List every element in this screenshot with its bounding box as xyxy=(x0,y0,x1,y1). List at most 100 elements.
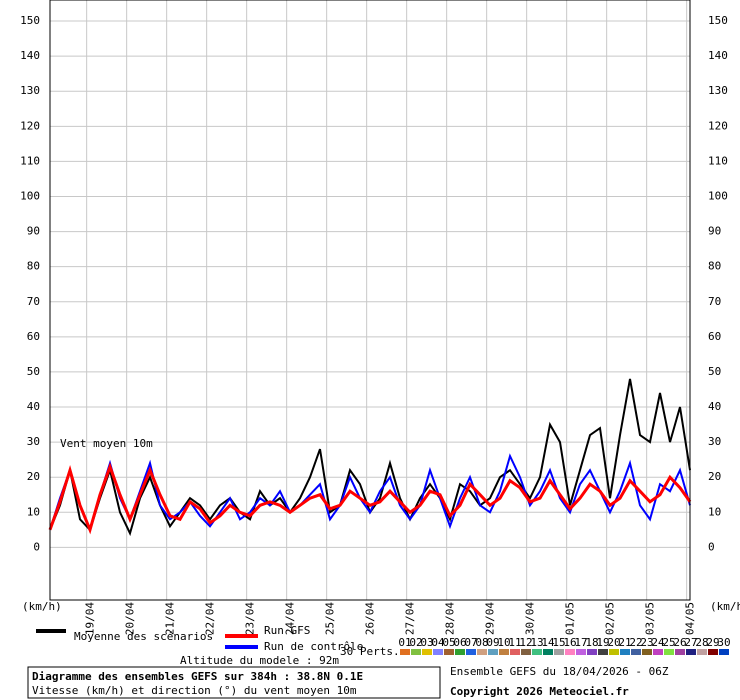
y-tick-label-right: 110 xyxy=(708,154,728,167)
perturbation-swatch xyxy=(664,649,674,655)
y-tick-label-right: 120 xyxy=(708,119,728,132)
perturbation-swatch xyxy=(576,649,586,655)
perturbation-swatch xyxy=(620,649,630,655)
x-tick-label: 24/04 xyxy=(284,602,297,635)
y-tick-label-left: 130 xyxy=(20,84,40,97)
perturbation-name: 07 xyxy=(464,636,477,649)
y-tick-label-right: 20 xyxy=(708,470,721,483)
series-line xyxy=(48,462,692,535)
perturbation-name: 16 xyxy=(563,636,576,649)
perturbation-swatch xyxy=(708,649,718,655)
perturbation-swatch xyxy=(499,649,509,655)
x-tick-label: 30/04 xyxy=(524,602,537,635)
perturbation-name: 12 xyxy=(519,636,532,649)
y-tick-label-left: 30 xyxy=(27,435,40,448)
perturbation-swatch xyxy=(400,649,410,655)
perturbation-swatch xyxy=(609,649,619,655)
y-tick-label-left: 60 xyxy=(27,330,40,343)
perturbation-swatch xyxy=(510,649,520,655)
y-tick-label-right: 90 xyxy=(708,225,721,238)
y-tick-label-right: 130 xyxy=(708,84,728,97)
perturbation-swatch xyxy=(697,649,707,655)
perturbation-swatch xyxy=(521,649,531,655)
perturbation-label: 30 Perts. xyxy=(340,645,400,658)
perturbation-swatch xyxy=(532,649,542,655)
y-tick-label-right: 80 xyxy=(708,260,721,273)
perturbation-name: 30 xyxy=(717,636,730,649)
x-tick-label: 03/05 xyxy=(644,602,657,635)
perturbation-name: 04 xyxy=(431,636,445,649)
perturbation-name: 05 xyxy=(442,636,455,649)
y-tick-label-right: 10 xyxy=(708,505,721,518)
legend-label: Run GFS xyxy=(264,624,310,637)
y-tick-label-right: 100 xyxy=(708,189,728,202)
perturbation-swatch xyxy=(477,649,487,655)
perturbation-name: 20 xyxy=(607,636,620,649)
perturbation-swatch xyxy=(587,649,597,655)
chart-title: Diagramme des ensembles GEFS sur 384h : … xyxy=(32,670,363,683)
perturbation-swatch xyxy=(488,649,498,655)
perturbation-name: 29 xyxy=(706,636,719,649)
x-tick-label: 04/05 xyxy=(684,602,697,635)
y-tick-label-right: 60 xyxy=(708,330,721,343)
perturbation-name: 28 xyxy=(695,636,708,649)
perturbation-name: 11 xyxy=(508,636,521,649)
plot-frame xyxy=(49,0,691,601)
perturbation-name: 13 xyxy=(530,636,543,649)
y-tick-label-left: 10 xyxy=(27,505,40,518)
perturbation-name: 09 xyxy=(486,636,499,649)
perturbation-name: 02 xyxy=(409,636,422,649)
perturbation-name: 21 xyxy=(618,636,631,649)
perturbation-swatch xyxy=(653,649,663,655)
chart-subtitle: Vitesse (km/h) et direction (°) du vent … xyxy=(32,684,357,697)
perturbation-name: 27 xyxy=(684,636,697,649)
perturbation-name: 24 xyxy=(651,636,665,649)
perturbation-name: 18 xyxy=(585,636,598,649)
y-tick-label-right: 70 xyxy=(708,295,721,308)
perturbation-swatch xyxy=(631,649,641,655)
x-tick-label: 22/04 xyxy=(204,602,217,635)
legend-label: Moyenne des scénarios xyxy=(74,630,213,643)
perturbation-swatch xyxy=(543,649,553,655)
x-tick-label: 23/04 xyxy=(244,602,257,635)
perturbation-name: 25 xyxy=(662,636,675,649)
perturbation-name: 22 xyxy=(629,636,642,649)
y-tick-label-left: 100 xyxy=(20,189,40,202)
copyright: Copyright 2026 Meteociel.fr xyxy=(450,685,629,698)
y-tick-label-left: 0 xyxy=(33,540,40,553)
y-tick-label-left: 40 xyxy=(27,400,40,413)
perturbation-name: 14 xyxy=(541,636,555,649)
perturbation-name: 23 xyxy=(640,636,653,649)
y-tick-label-left: 110 xyxy=(20,154,40,167)
perturbation-swatch xyxy=(686,649,696,655)
perturbation-name: 10 xyxy=(497,636,510,649)
perturbation-name: 06 xyxy=(453,636,466,649)
y-tick-label-right: 50 xyxy=(708,365,721,378)
y-tick-label-left: 150 xyxy=(20,14,40,27)
y-tick-label-left: 120 xyxy=(20,119,40,132)
perturbation-swatch xyxy=(466,649,476,655)
perturbation-swatch xyxy=(719,649,729,655)
x-tick-label: 21/04 xyxy=(164,602,177,635)
perturbation-swatch xyxy=(598,649,608,655)
x-tick-label: 28/04 xyxy=(444,602,457,635)
x-tick-label: 29/04 xyxy=(484,602,497,635)
perturbation-name: 03 xyxy=(420,636,433,649)
perturbation-name: 26 xyxy=(673,636,686,649)
perturbation-swatch xyxy=(565,649,575,655)
perturbation-name: 15 xyxy=(552,636,565,649)
perturbation-swatch xyxy=(554,649,564,655)
y-tick-label-left: 90 xyxy=(27,225,40,238)
x-tick-label: 27/04 xyxy=(404,602,417,635)
y-tick-label-left: 140 xyxy=(20,49,40,62)
x-tick-label: 19/04 xyxy=(84,602,97,635)
perturbation-name: 19 xyxy=(596,636,609,649)
y-tick-label-left: 50 xyxy=(27,365,40,378)
x-tick-label: 02/05 xyxy=(604,602,617,635)
y-tick-label-left: 80 xyxy=(27,260,40,273)
legend-label: Run de contrôle xyxy=(264,640,363,653)
y-tick-label-right: 0 xyxy=(708,540,715,553)
y-tick-label-left: 70 xyxy=(27,295,40,308)
